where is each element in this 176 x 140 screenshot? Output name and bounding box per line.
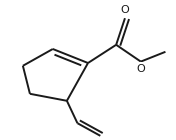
Text: O: O [136, 64, 145, 74]
Text: O: O [121, 5, 129, 15]
